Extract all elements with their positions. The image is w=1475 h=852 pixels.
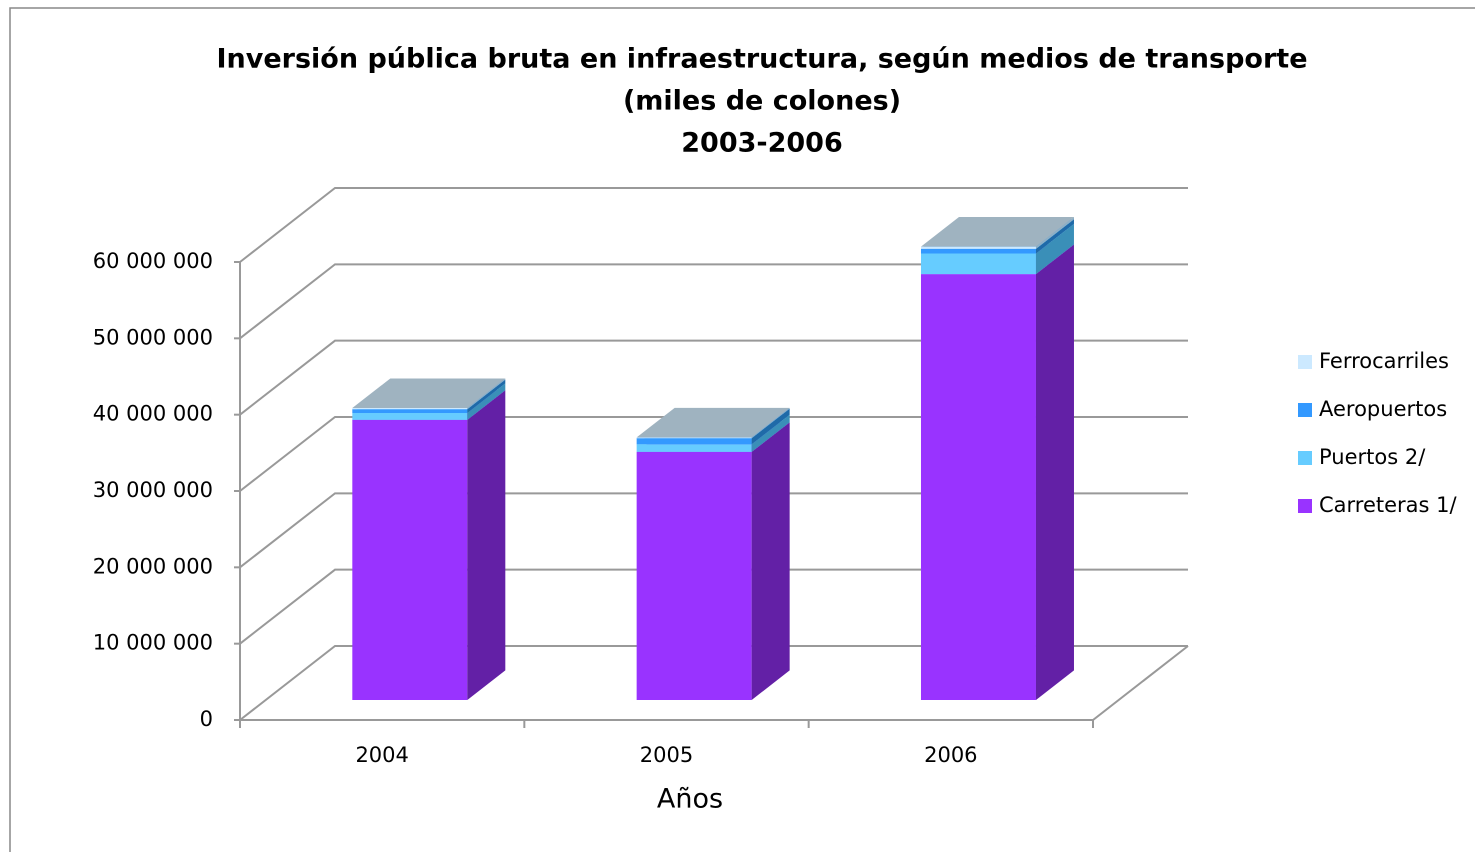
- x-tick-label: 2004: [355, 743, 408, 767]
- bar-face: [920, 274, 1036, 701]
- bar-face: [352, 378, 506, 409]
- bar-face: [920, 217, 1074, 247]
- bar-face: [751, 414, 790, 452]
- bar-face: [1035, 219, 1074, 254]
- bar-segment: [352, 390, 506, 701]
- bar-segment: [920, 244, 1074, 701]
- grid-line: [239, 187, 1188, 263]
- bar-face: [1035, 244, 1074, 701]
- y-tick-label: 20 000 000: [93, 554, 213, 578]
- y-tick-label: 10 000 000: [93, 631, 213, 655]
- chart-title: (miles de colones): [623, 86, 901, 117]
- x-tick-label: 2005: [640, 743, 693, 767]
- grid-line: [239, 645, 1188, 721]
- y-tick-label: 40 000 000: [93, 402, 213, 426]
- bar-face: [352, 409, 468, 414]
- bar-face: [1035, 217, 1074, 249]
- bar-face: [751, 422, 790, 701]
- bar-face: [352, 413, 468, 420]
- bar-face: [636, 437, 752, 439]
- legend-label: Puertos 2/: [1319, 445, 1426, 469]
- y-tick-label: 60 000 000: [93, 249, 213, 273]
- y-tick-label: 30 000 000: [93, 478, 213, 502]
- legend-swatch: [1298, 499, 1312, 513]
- chart-frame: [9, 7, 1475, 852]
- bar-segment: [920, 217, 1074, 249]
- bar-face: [467, 383, 506, 420]
- y-tick-label: 0: [200, 707, 213, 731]
- bar-face: [636, 407, 790, 438]
- legend-label: Aeropuertos: [1319, 397, 1447, 421]
- legend-swatch: [1298, 451, 1312, 465]
- bar-face: [751, 407, 790, 439]
- x-axis-label: Años: [657, 784, 723, 815]
- legend-swatch: [1298, 355, 1312, 369]
- bar-face: [467, 378, 506, 410]
- legend-label: Ferrocarriles: [1319, 349, 1449, 373]
- bar-face: [920, 253, 1036, 275]
- bar-segment: [636, 422, 790, 701]
- bar-face: [352, 408, 468, 410]
- grid-line: [239, 568, 1188, 645]
- bar-segment: [636, 407, 790, 439]
- chart-title: Inversión pública bruta en infraestructu…: [216, 44, 1307, 75]
- bar-face: [636, 451, 752, 701]
- bar-face: [636, 444, 752, 452]
- chart-title: 2003-2006: [681, 128, 843, 159]
- bar-face: [636, 438, 752, 445]
- legend-label: Carreteras 1/: [1319, 493, 1458, 517]
- grid-line: [239, 492, 1188, 569]
- bar-segment: [352, 378, 506, 410]
- bar-face: [467, 390, 506, 701]
- bar-face: [751, 408, 790, 445]
- legend-swatch: [1298, 403, 1312, 417]
- grid-line: [239, 263, 1188, 340]
- y-tick-label: 50 000 000: [93, 325, 213, 349]
- grid-line: [239, 416, 1188, 492]
- bar-face: [920, 246, 1036, 249]
- bar-face: [1035, 223, 1074, 275]
- bar-face: [920, 248, 1036, 254]
- bar-face: [352, 419, 468, 701]
- x-tick-label: 2006: [924, 743, 977, 767]
- bar-face: [467, 379, 506, 414]
- grid-line: [239, 339, 1188, 416]
